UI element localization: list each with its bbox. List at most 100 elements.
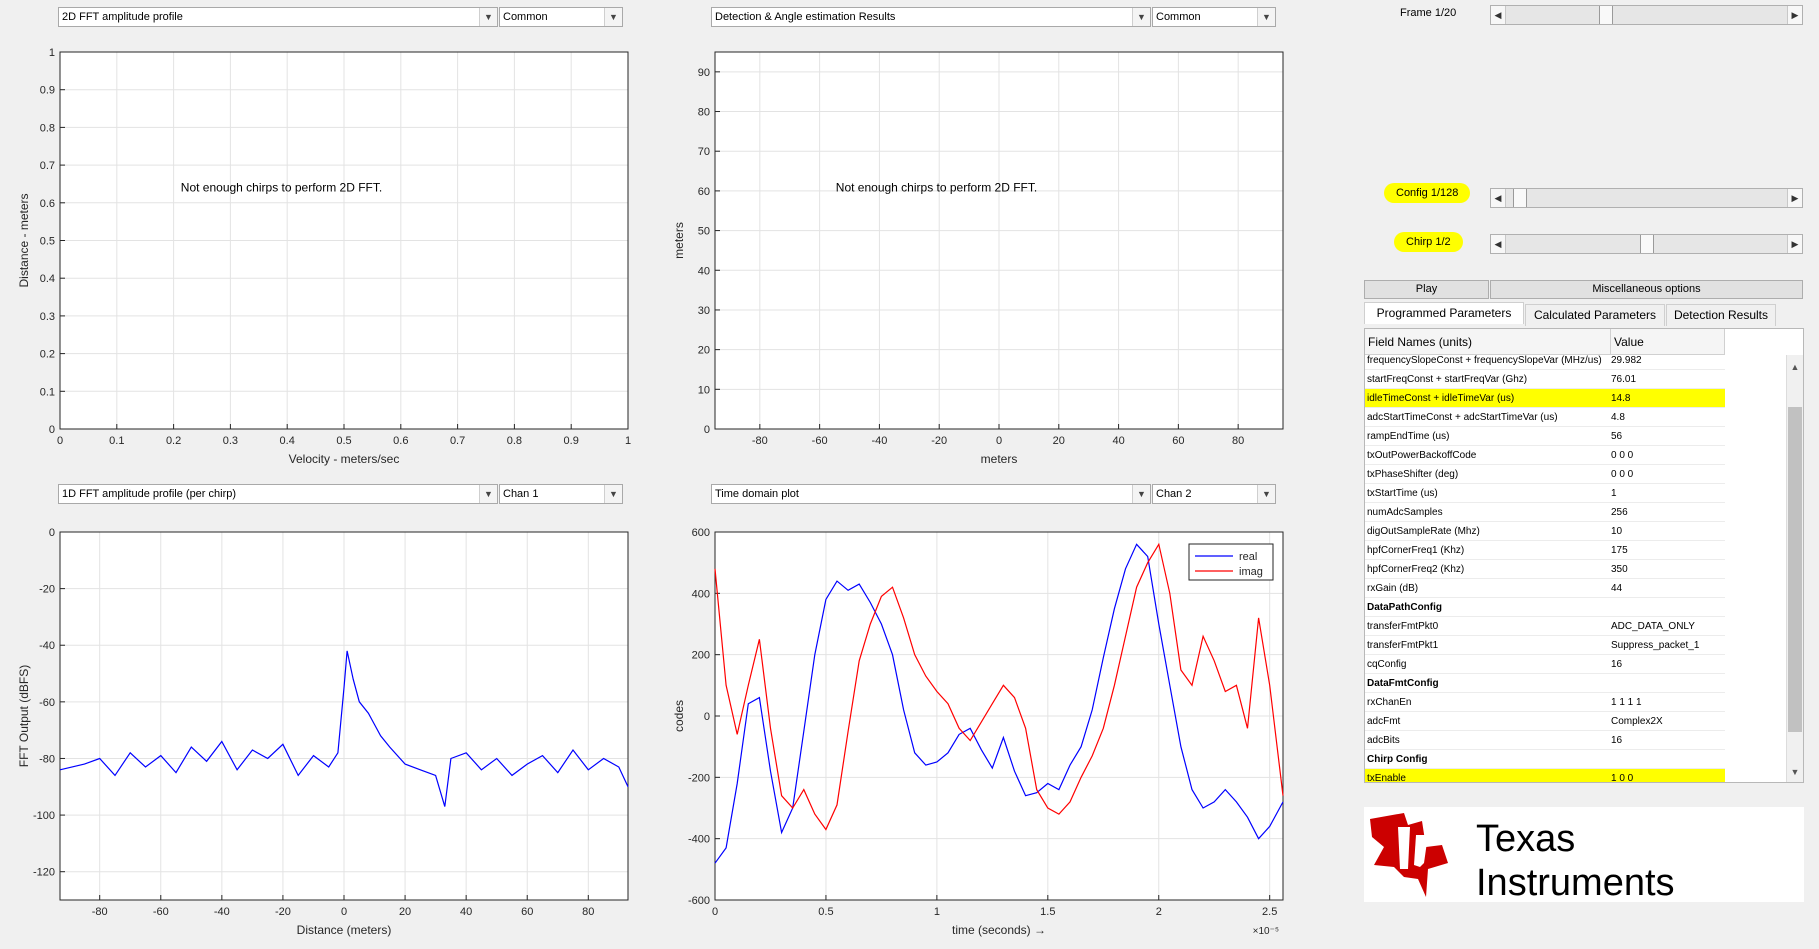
table-row[interactable]: adcBits 16 (1365, 731, 1725, 750)
misc-options-button[interactable]: Miscellaneous options (1490, 280, 1803, 299)
table-row[interactable]: hpfCornerFreq1 (Khz) 175 (1365, 541, 1725, 560)
parameters-table[interactable]: Field Names (units) Value frequencySlope… (1364, 328, 1804, 783)
chevron-down-icon: ▼ (479, 485, 497, 503)
x-tick-label: 0 (996, 435, 1002, 447)
value-cell[interactable]: 1 1 1 1 (1611, 697, 1642, 708)
table-row[interactable]: transferFmtPkt1 Suppress_packet_1 (1365, 636, 1725, 655)
value-cell[interactable]: 76.01 (1611, 374, 1637, 385)
value-cell[interactable]: 1 (1611, 488, 1617, 499)
table-row[interactable]: transferFmtPkt0 ADC_DATA_ONLY (1365, 617, 1725, 636)
value-cell[interactable]: Complex2X (1611, 716, 1663, 727)
value-cell[interactable]: 256 (1611, 507, 1628, 518)
field-name-cell: hpfCornerFreq1 (Khz) (1367, 545, 1465, 556)
frame-slider-thumb[interactable] (1599, 6, 1614, 24)
chevron-down-icon: ▼ (604, 485, 622, 503)
plot2-channel-dropdown[interactable]: Common ▼ (1152, 7, 1276, 27)
table-row[interactable]: hpfCornerFreq2 (Khz) 350 (1365, 560, 1725, 579)
value-cell[interactable]: 29.982 (1611, 355, 1642, 366)
y-tick-label: 0.5 (40, 236, 55, 248)
value-cell[interactable]: 56 (1611, 431, 1623, 442)
tab-calculated-parameters[interactable]: Calculated Parameters (1525, 304, 1665, 326)
value-cell[interactable]: 175 (1611, 545, 1628, 556)
y-tick-label: 0.2 (40, 349, 55, 361)
x-tick-label: 80 (1232, 435, 1244, 447)
value-cell[interactable]: 4.8 (1611, 412, 1625, 423)
column-header-field-names[interactable]: Field Names (units) (1365, 329, 1611, 355)
value-cell[interactable]: 14.8 (1611, 393, 1631, 404)
arrow-left-icon[interactable]: ◀ (1491, 6, 1506, 24)
table-row[interactable]: rxGain (dB) 44 (1365, 579, 1725, 598)
value-cell[interactable]: 16 (1611, 659, 1623, 670)
table-row[interactable]: Chirp Config (1365, 750, 1725, 769)
tab-detection-results[interactable]: Detection Results (1666, 304, 1776, 326)
table-row[interactable]: rampEndTime (us) 56 (1365, 427, 1725, 446)
config-slider-thumb[interactable] (1513, 189, 1528, 207)
table-row[interactable]: txStartTime (us) 1 (1365, 484, 1725, 503)
config-slider[interactable]: ◀ ▶ (1490, 188, 1803, 208)
table-row[interactable]: txPhaseShifter (deg) 0 0 0 (1365, 465, 1725, 484)
plot1-channel-dropdown[interactable]: Common ▼ (499, 7, 623, 27)
table-row[interactable]: DataPathConfig (1365, 598, 1725, 617)
y-tick-label: -400 (688, 834, 710, 846)
arrow-right-icon[interactable]: ▶ (1787, 6, 1802, 24)
arrow-left-icon[interactable]: ◀ (1491, 235, 1506, 253)
y-axis-label: Distance - meters (17, 193, 31, 287)
play-button[interactable]: Play (1364, 280, 1489, 299)
y-tick-label: -40 (39, 640, 55, 652)
chevron-up-icon[interactable]: ▲ (1790, 362, 1800, 372)
x-tick-label: 0.1 (109, 435, 124, 447)
arrow-right-icon[interactable]: ▶ (1787, 235, 1802, 253)
value-cell[interactable]: 1 0 0 (1611, 773, 1634, 783)
plot2-type-dropdown[interactable]: Detection & Angle estimation Results ▼ (711, 7, 1151, 27)
x-tick-label: 2.5 (1262, 906, 1277, 918)
table-row[interactable]: adcStartTimeConst + adcStartTimeVar (us)… (1365, 408, 1725, 427)
plot3-type-dropdown[interactable]: 1D FFT amplitude profile (per chirp) ▼ (58, 484, 498, 504)
time-domain-chart: 0 0.5 1 1.5 2 2.5 600 400 200 0 -200 -400 -600 time (… (672, 527, 1284, 937)
chevron-down-icon[interactable]: ▼ (1790, 767, 1800, 777)
table-row[interactable]: cqConfig 16 (1365, 655, 1725, 674)
x-tick-label: 2 (1156, 906, 1162, 918)
y-tick-label: 0.4 (40, 273, 55, 285)
plot2-channel-value: Common (1156, 11, 1201, 23)
plot1-type-dropdown[interactable]: 2D FFT amplitude profile ▼ (58, 7, 498, 27)
table-row[interactable]: adcFmt Complex2X (1365, 712, 1725, 731)
y-tick-label: 1 (49, 47, 55, 59)
plot4-channel-dropdown[interactable]: Chan 2 ▼ (1152, 484, 1276, 504)
value-cell[interactable]: 44 (1611, 583, 1623, 594)
table-scrollbar-thumb[interactable] (1788, 407, 1802, 732)
tab-programmed-parameters[interactable]: Programmed Parameters (1364, 302, 1524, 324)
x-tick-label: -20 (931, 435, 947, 447)
frame-slider[interactable]: ◀ ▶ (1490, 5, 1803, 25)
plot-border (714, 51, 1284, 430)
plot4-type-dropdown[interactable]: Time domain plot ▼ (711, 484, 1151, 504)
value-cell[interactable]: 0 0 0 (1611, 469, 1634, 480)
value-cell[interactable]: 10 (1611, 526, 1623, 537)
y-tick-label: 400 (692, 588, 710, 600)
field-name-cell: txPhaseShifter (deg) (1367, 469, 1459, 480)
arrow-right-icon[interactable]: ▶ (1787, 189, 1802, 207)
table-row[interactable]: numAdcSamples 256 (1365, 503, 1725, 522)
column-header-value[interactable]: Value (1611, 329, 1725, 355)
value-cell[interactable]: 16 (1611, 735, 1623, 746)
x-tick-label: -60 (153, 906, 169, 918)
table-row[interactable]: digOutSampleRate (Mhz) 10 (1365, 522, 1725, 541)
table-row[interactable]: idleTimeConst + idleTimeVar (us) 14.8 (1365, 389, 1725, 408)
table-scrollbar[interactable]: ▲ ▼ (1786, 355, 1803, 782)
table-row[interactable]: DataFmtConfig (1365, 674, 1725, 693)
chirp-slider[interactable]: ◀ ▶ (1490, 234, 1803, 254)
arrow-left-icon[interactable]: ◀ (1491, 189, 1506, 207)
y-tick-label: 0.6 (40, 198, 55, 210)
plot3-channel-dropdown[interactable]: Chan 1 ▼ (499, 484, 623, 504)
value-cell[interactable]: 350 (1611, 564, 1628, 575)
table-row[interactable]: frequencySlopeConst + frequencySlopeVar … (1365, 351, 1725, 370)
chirp-slider-thumb[interactable] (1639, 235, 1654, 253)
value-cell[interactable]: ADC_DATA_ONLY (1611, 621, 1695, 632)
table-row[interactable]: rxChanEn 1 1 1 1 (1365, 693, 1725, 712)
value-cell[interactable]: 0 0 0 (1611, 450, 1634, 461)
y-tick-label: 40 (698, 265, 710, 277)
table-row[interactable]: startFreqConst + startFreqVar (Ghz) 76.01 (1365, 370, 1725, 389)
table-row[interactable]: txOutPowerBackoffCode 0 0 0 (1365, 446, 1725, 465)
table-row[interactable]: txEnable 1 0 0 (1365, 769, 1725, 783)
value-cell[interactable]: Suppress_packet_1 (1611, 640, 1700, 651)
plot-border (714, 531, 1284, 901)
